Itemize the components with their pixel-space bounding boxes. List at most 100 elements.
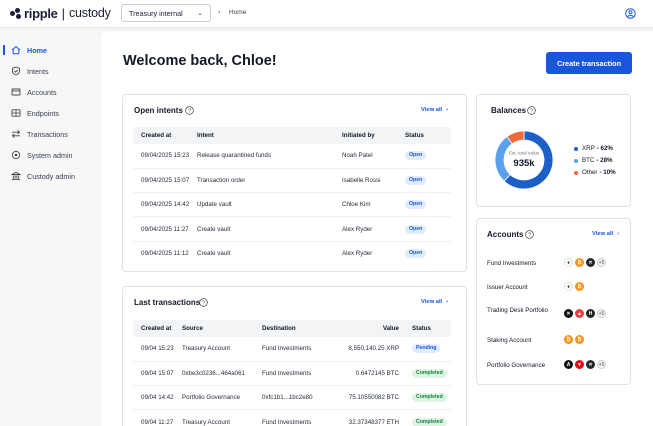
user-icon[interactable] xyxy=(625,8,636,19)
intent-cell: Create vault xyxy=(197,250,231,258)
help-icon[interactable]: ? xyxy=(199,298,208,307)
status-badge: Open xyxy=(405,175,427,185)
status-badge: Completed xyxy=(412,393,447,403)
legend-pct-value: 10% xyxy=(603,169,616,176)
account-coins: ♦ ₿ xyxy=(564,282,586,291)
sidebar-item-system-admin[interactable]: System admin xyxy=(0,147,100,163)
workspace-select-value: Treasury internal xyxy=(129,8,183,18)
status-cell: Open xyxy=(405,241,451,265)
column-header[interactable]: Source xyxy=(182,320,262,337)
help-icon[interactable]: ? xyxy=(525,230,534,239)
column-header[interactable]: Status xyxy=(405,127,451,144)
value-cell: 32.37348377 ETH xyxy=(348,418,399,426)
table-row[interactable]: 09/04/2025 15:23 Release quarantined fun… xyxy=(133,144,451,169)
account-coins: ₿ ₿ xyxy=(564,335,586,344)
legend-name: Other xyxy=(582,169,598,176)
open-intents-title: Open intents xyxy=(134,106,183,115)
svg-text:?: ? xyxy=(188,108,191,114)
eth-icon: ♦ xyxy=(564,258,573,267)
created-cell: 09/04/2025 14:42 xyxy=(133,192,197,218)
last-transactions-view-all-link[interactable]: View all › xyxy=(421,299,448,305)
logo[interactable]: ripple | custody xyxy=(10,5,111,21)
legend-dash: - xyxy=(596,157,601,164)
table-row[interactable]: 09/04 15:07 0xbe3c0236...464a061 Fund In… xyxy=(133,361,451,387)
endpoint-icon xyxy=(11,109,21,117)
help-icon[interactable]: ? xyxy=(527,106,536,115)
donut-center-label: Est. total value xyxy=(509,151,540,156)
status-cell: Open xyxy=(405,144,451,169)
open-intents-view-all-link[interactable]: View all › xyxy=(421,107,448,113)
breadcrumb-home[interactable]: Home xyxy=(229,9,247,16)
donut-slice-other[interactable] xyxy=(506,130,525,145)
table-row[interactable]: 09/04/2025 14:42 Update vault Chloe Kim … xyxy=(133,192,451,218)
sidebar-item-endpoints[interactable]: Endpoints xyxy=(0,105,100,121)
open-intents-card: Open intents ? View all › Created at Inte… xyxy=(122,94,467,272)
account-coins: ♦ ₿ ✕ +5 xyxy=(564,258,606,267)
sidebar-item-label: Transactions xyxy=(27,130,68,139)
status-cell: Completed xyxy=(403,385,451,411)
ripple-logo-icon xyxy=(10,7,22,19)
accounts-title: Accounts xyxy=(487,230,524,239)
column-header[interactable]: Created at xyxy=(133,320,182,337)
gear-icon xyxy=(11,150,21,160)
view-all-label: View all xyxy=(421,107,443,113)
column-header[interactable]: Intent xyxy=(197,127,342,144)
legend-dot xyxy=(574,146,578,151)
sidebar-item-label: Custody admin xyxy=(27,172,75,181)
donut-slice-btc[interactable] xyxy=(494,135,513,182)
initiated-by-cell: Alex Ryder xyxy=(342,250,373,258)
sidebar-item-custody-admin[interactable]: Custody admin xyxy=(0,168,100,184)
intent-cell: Transaction order xyxy=(197,168,342,194)
column-header[interactable]: Initiated by xyxy=(342,127,405,144)
status-badge: Open xyxy=(405,249,427,259)
column-header[interactable]: Value xyxy=(337,320,403,337)
home-icon xyxy=(11,45,21,55)
create-transaction-button[interactable]: Create transaction xyxy=(546,52,632,74)
source-cell: Treasury Account xyxy=(182,337,262,362)
svg-text:?: ? xyxy=(202,300,205,306)
help-icon[interactable]: ? xyxy=(185,106,194,115)
table-row[interactable]: 09/04 14:42 Portfolio Governance 0xfc1b1… xyxy=(133,385,451,411)
sidebar-item-accounts[interactable]: Accounts xyxy=(0,84,100,100)
status-badge: Pending xyxy=(412,344,441,354)
legend-pct-value: 28% xyxy=(600,157,613,164)
legend-dot xyxy=(574,170,578,175)
donut-slice-xrp[interactable] xyxy=(503,130,554,190)
value-cell: 0.6472145 BTC xyxy=(337,361,403,387)
account-name: Staking Account xyxy=(487,337,532,344)
initiated-by-cell: Chloe Kim xyxy=(342,192,405,218)
table-row[interactable]: 09/04/2025 15:07 Transaction order Isabe… xyxy=(133,168,451,194)
table-row[interactable]: 09/04/2025 11:27 Create vault Alex Ryder… xyxy=(133,216,451,242)
more-coins-badge: +5 xyxy=(597,360,606,369)
page-title: Welcome back, Chloe! xyxy=(123,53,277,69)
legend-dash: - xyxy=(596,145,601,152)
status-badge: Open xyxy=(405,151,427,161)
column-header[interactable]: Status xyxy=(403,320,451,337)
svg-text:?: ? xyxy=(530,108,533,114)
table-row[interactable]: 09/04 11:27 Treasury Account Fund Invest… xyxy=(133,410,451,426)
created-cell: 09/04/2025 15:23 xyxy=(133,144,197,169)
sidebar-item-transactions[interactable]: Transactions xyxy=(0,126,100,142)
chevron-right-icon: › xyxy=(446,299,449,305)
source-cell: Treasury Account xyxy=(182,418,230,426)
main-content: Welcome back, Chloe! Create transaction … xyxy=(101,31,653,426)
brand-name: ripple xyxy=(24,5,58,21)
column-header[interactable]: Destination xyxy=(262,320,337,337)
source-cell: Portfolio Governance xyxy=(182,385,262,411)
table-row[interactable]: 09/04/2025 11:12 Create vault Alex Ryder… xyxy=(133,241,451,265)
view-all-label: View all xyxy=(421,299,443,305)
open-intents-table: Created at Intent Initiated by Status 09… xyxy=(133,127,451,265)
account-name: Trading Desk Portfolio xyxy=(487,307,548,314)
table-row[interactable]: 09/04 15:23 Treasury Account Fund Invest… xyxy=(133,337,451,362)
legend-pct-value: 62% xyxy=(600,145,613,152)
sidebar-item-intents[interactable]: Intents xyxy=(0,63,100,79)
transfer-icon xyxy=(11,130,21,138)
legend-pct: - 28% xyxy=(596,157,612,164)
column-header[interactable]: Created at xyxy=(133,127,197,144)
accounts-view-all-link[interactable]: View all › xyxy=(592,231,619,237)
accounts-card: Accounts ? View all › Fund Investments ♦ … xyxy=(476,218,631,385)
account-name: Portfolio Governance xyxy=(487,362,546,369)
workspace-select[interactable]: Treasury internal ⌄ xyxy=(121,4,211,22)
bank-icon xyxy=(11,171,21,181)
sidebar-item-home[interactable]: Home xyxy=(0,42,100,58)
